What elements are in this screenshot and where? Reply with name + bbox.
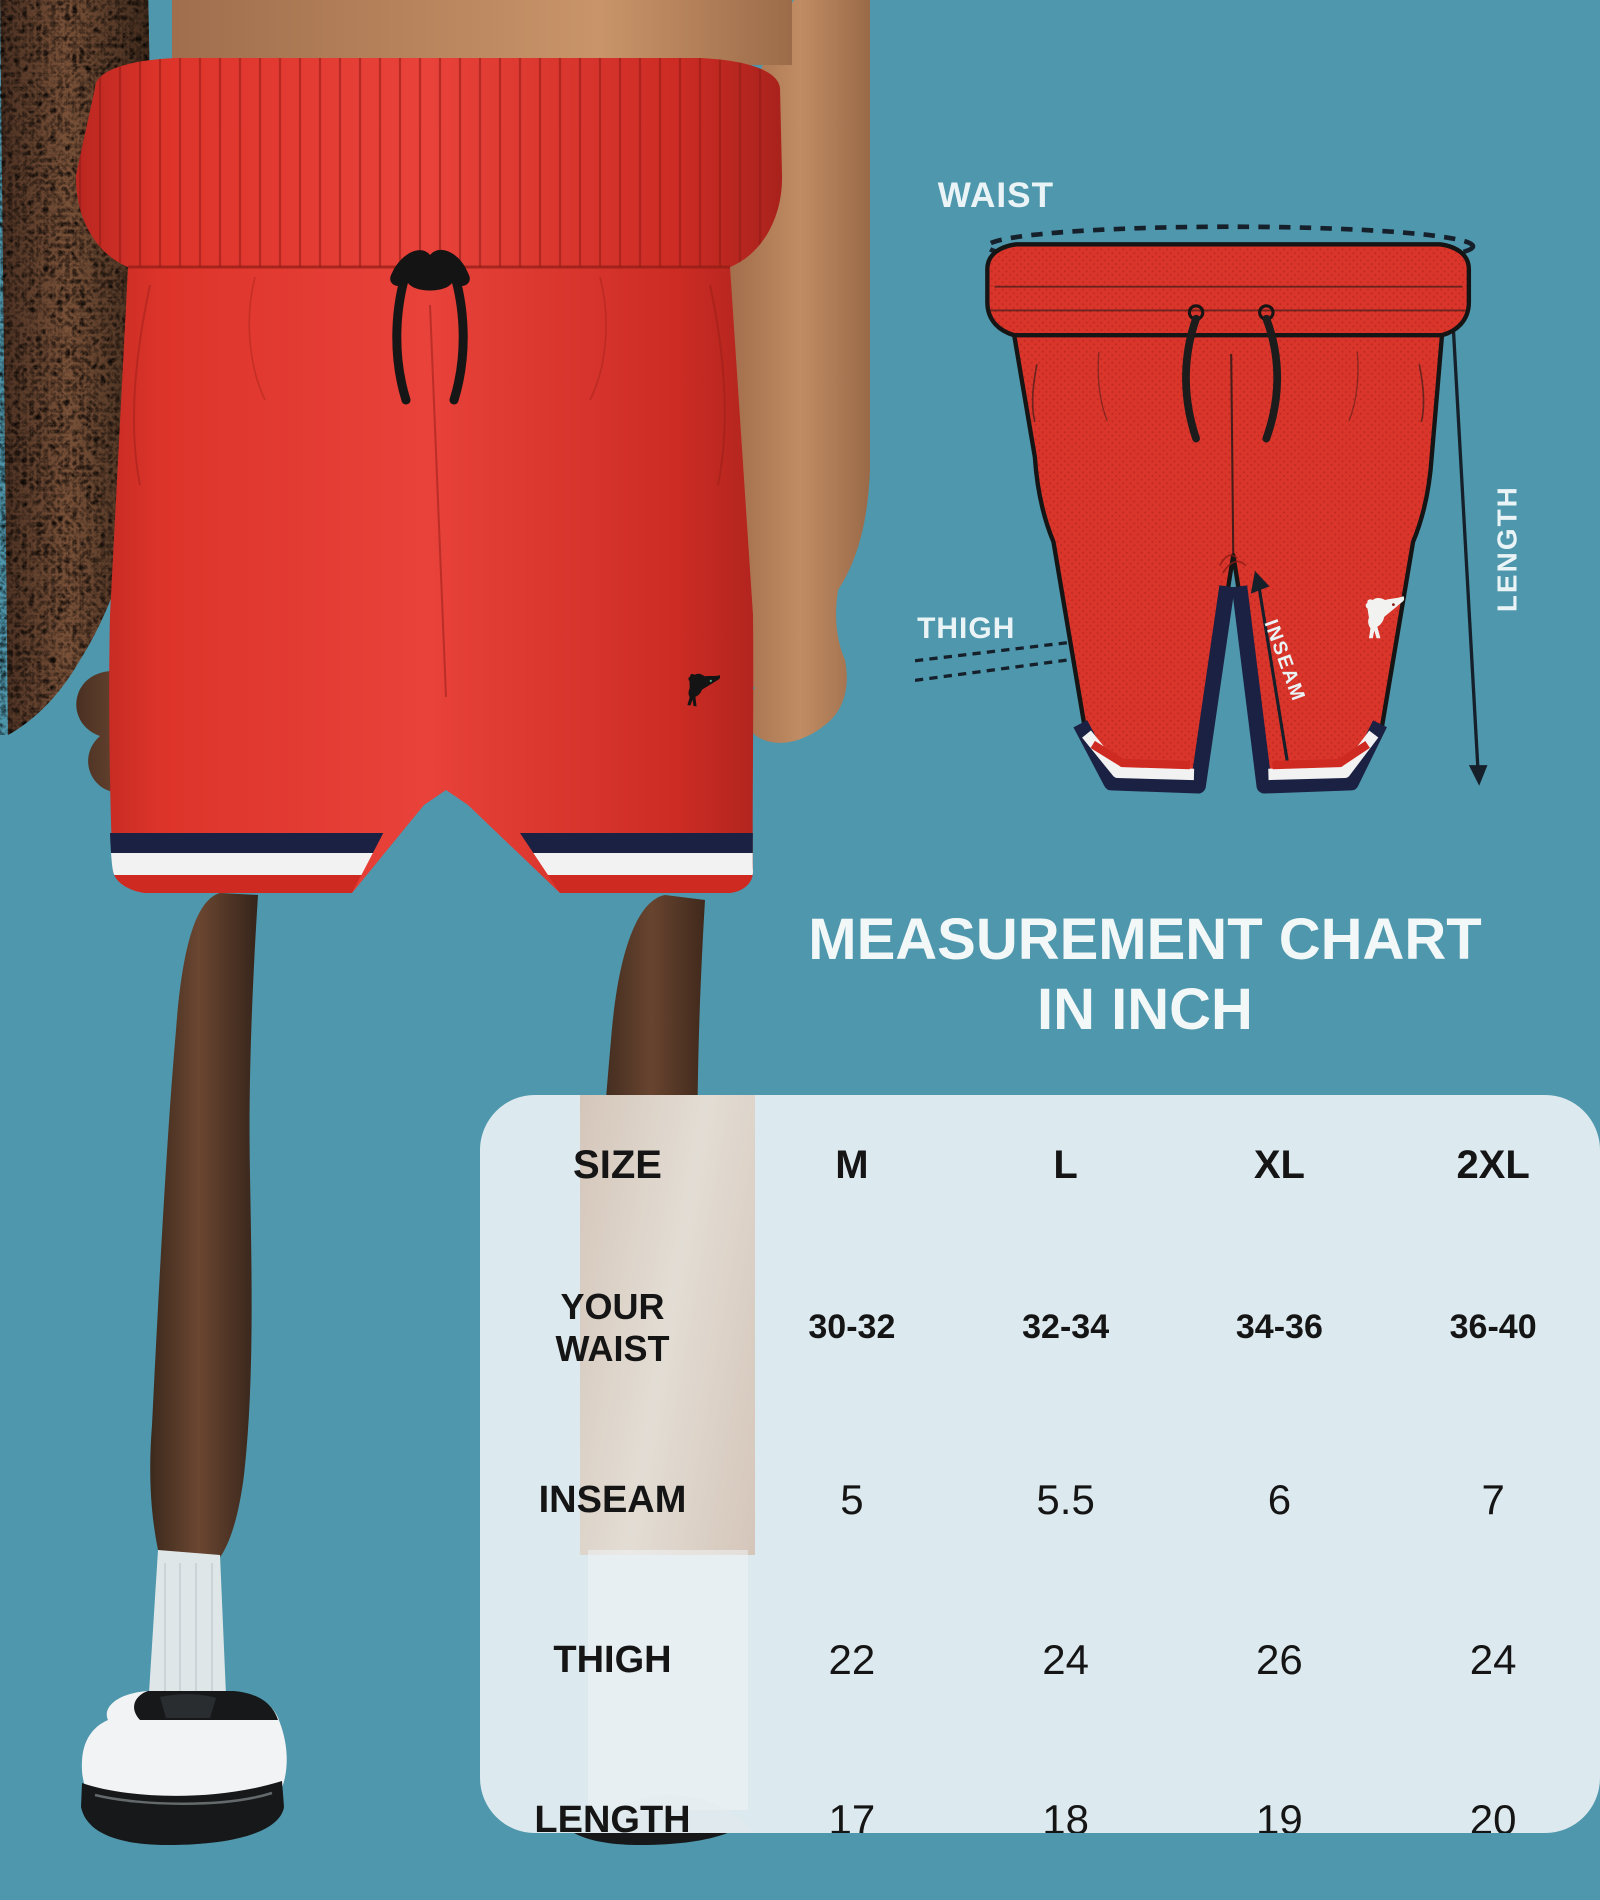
svg-text:WAIST: WAIST [938, 176, 1054, 215]
svg-text:THIGH: THIGH [917, 612, 1015, 645]
svg-text:LENGTH: LENGTH [1491, 485, 1522, 612]
